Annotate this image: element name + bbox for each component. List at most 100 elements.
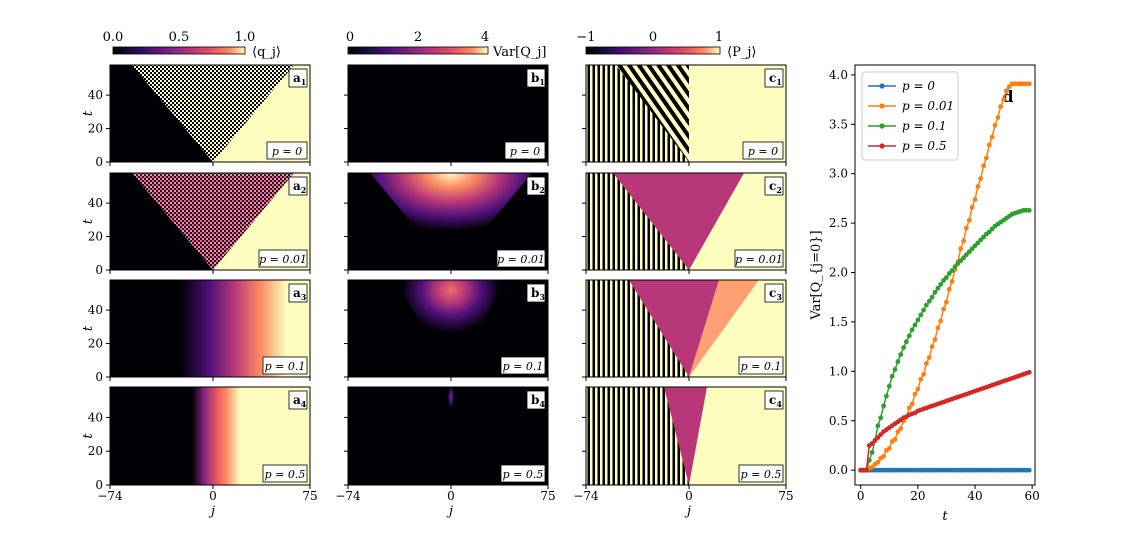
data-point	[912, 391, 918, 397]
data-point	[878, 432, 884, 437]
x-tick-label: 60	[1025, 489, 1040, 503]
data-point	[909, 401, 915, 407]
p-box-frame	[496, 249, 546, 268]
legend: p = 0 p = 0.01 p = 0.1 p = 0.5	[861, 71, 959, 161]
p-box-frame	[262, 464, 308, 483]
p-value-text: p = 0.5	[265, 468, 306, 481]
y-tick-label: 0.0	[829, 463, 848, 477]
panel-a1: a1 p = 0 0 20 40	[88, 64, 311, 169]
y-tick-label: 1.5	[829, 315, 848, 329]
data-point	[904, 339, 909, 345]
label-box	[764, 283, 784, 303]
j-axis-labels: −74 0 75 j −74 0 75 j −74 0 75 j	[97, 489, 793, 519]
data-point	[938, 318, 944, 324]
data-point	[964, 252, 969, 258]
p-value-text: p = 0.1	[503, 360, 544, 373]
p-value-text: p = 0.01	[497, 253, 545, 266]
data-point	[895, 359, 901, 364]
t-axis-label: t	[81, 433, 96, 439]
data-point	[989, 226, 995, 232]
data-point	[944, 275, 949, 280]
label-box	[526, 283, 546, 303]
y-tick-label: 3.0	[829, 167, 848, 181]
data-point	[998, 104, 1004, 109]
t-tick-label: 0	[95, 263, 103, 277]
data-point	[875, 423, 881, 429]
data-point	[918, 312, 924, 318]
data-point	[949, 279, 955, 284]
legend-marker	[879, 143, 885, 149]
colorbar-b-label: Var[Q_j]	[492, 45, 547, 60]
panel-c3: c3 p = 0.1	[582, 279, 787, 381]
data-point	[1004, 88, 1009, 94]
p-value-text: p = 0	[748, 145, 778, 158]
label-box	[764, 390, 784, 410]
data-point	[986, 229, 992, 235]
data-point	[972, 243, 978, 249]
panel-label-b3: b3	[526, 283, 546, 303]
panel-label-a4: a4	[288, 390, 308, 410]
data-point	[929, 294, 935, 300]
data-point	[932, 337, 938, 343]
x-tick-label: 20	[910, 489, 925, 503]
t-axis-label: t	[81, 325, 96, 331]
data-point	[886, 383, 892, 389]
y-tick-label: 0.5	[829, 414, 848, 428]
t-tick-label: 40	[88, 303, 103, 317]
p-value-box: p = 0.1	[262, 356, 308, 375]
data-point	[952, 264, 958, 269]
data-point	[924, 302, 929, 308]
data-point	[918, 376, 924, 382]
data-point	[898, 426, 904, 432]
legend-label: p = 0.5	[902, 139, 946, 153]
j-tick-label: −74	[573, 489, 599, 503]
variance-cone	[396, 280, 506, 377]
data-point	[901, 345, 906, 350]
data-point	[949, 268, 955, 273]
data-point	[921, 371, 926, 377]
t-tick-label: 40	[88, 196, 103, 210]
data-point	[981, 163, 986, 169]
panel-b4: b4 p = 0.5	[344, 386, 549, 489]
data-point	[909, 327, 915, 333]
data-point	[915, 317, 921, 323]
light-cone	[132, 173, 294, 270]
colorbar-a: 0.0 0.5 1.0 ⟨q_j⟩	[103, 30, 281, 60]
colorbar-c-label: ⟨P_j⟩	[727, 45, 756, 60]
data-point	[926, 355, 932, 360]
p-value-text: p = 0.01	[259, 253, 307, 266]
y-axis-label: Var[Q_{j=0}]	[809, 230, 824, 320]
p-box-frame	[500, 356, 546, 375]
series-0	[858, 467, 1032, 473]
data-point	[984, 155, 989, 161]
data-point	[892, 437, 898, 442]
p-value-text: p = 0.01	[735, 253, 783, 266]
panel-frame	[347, 172, 549, 271]
panel-c1: c1 p = 0	[582, 64, 787, 166]
t-tick-label: 0	[95, 370, 103, 384]
data-point	[878, 415, 884, 421]
data-point	[921, 307, 926, 313]
panel-b3: b3 p = 0.1	[344, 279, 549, 381]
data-point	[975, 184, 981, 190]
data-point	[972, 197, 978, 202]
colorbar-a-label: ⟨q_j⟩	[252, 45, 281, 60]
variance-cone	[437, 387, 465, 485]
data-point	[889, 373, 895, 379]
data-point	[981, 234, 986, 240]
data-point	[875, 435, 881, 440]
panel-label-b2: b2	[526, 176, 546, 196]
t-tick-label: 20	[88, 337, 103, 351]
magenta-cone	[613, 173, 744, 270]
j-tick-label: −74	[97, 489, 123, 503]
panel-label-c1: c1	[764, 68, 784, 88]
j-tick-label: −74	[335, 489, 361, 503]
colorbar-c: −1 0 1 ⟨P_j⟩	[576, 30, 756, 60]
p-value-box: p = 0.01	[734, 249, 784, 268]
panel-frame	[585, 64, 787, 163]
data-point	[935, 325, 941, 331]
legend-frame	[861, 71, 959, 161]
data-point	[898, 352, 904, 357]
data-point	[875, 459, 881, 465]
data-point	[961, 238, 966, 244]
